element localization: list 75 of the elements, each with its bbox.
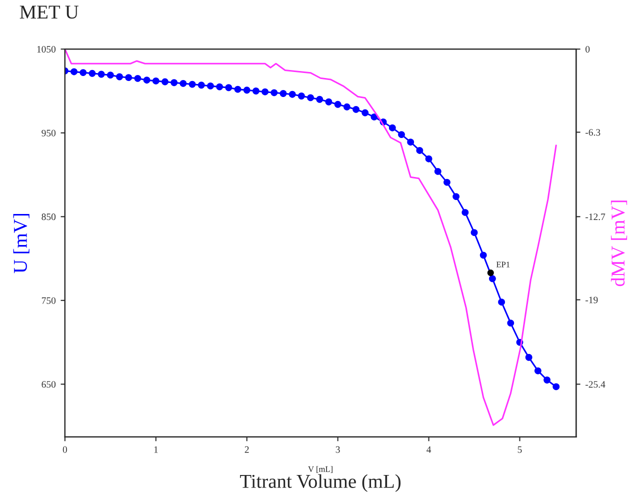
point	[262, 88, 269, 96]
point	[98, 70, 105, 78]
point	[425, 155, 432, 162]
point	[116, 73, 123, 80]
point	[525, 354, 532, 361]
y2-tick-label: 0	[586, 46, 590, 53]
x-axis-title: Titrant Volume (mL)	[240, 474, 401, 492]
point	[325, 98, 332, 106]
point	[507, 320, 514, 327]
point	[162, 78, 168, 86]
point	[80, 69, 87, 76]
point	[225, 84, 232, 92]
point	[534, 367, 542, 374]
point	[370, 113, 378, 120]
point	[207, 82, 214, 90]
point	[143, 76, 150, 84]
point	[270, 89, 278, 96]
point	[188, 80, 196, 88]
point	[398, 131, 405, 138]
point	[388, 124, 396, 132]
point	[125, 74, 132, 82]
point	[544, 376, 550, 384]
point	[470, 229, 478, 236]
point	[362, 109, 369, 116]
point	[252, 88, 260, 94]
y2-tick-label: -6.3	[586, 129, 600, 136]
point	[280, 90, 287, 97]
point	[234, 86, 242, 93]
annotation: EP1	[496, 262, 510, 268]
y-tick-label: 1050	[37, 46, 56, 53]
point	[316, 96, 324, 103]
point	[170, 79, 178, 86]
point	[134, 74, 142, 82]
y-tick-label: 650	[42, 381, 56, 388]
x-tick-label: 4	[426, 446, 432, 453]
chart-title: MET U	[20, 6, 78, 19]
point	[106, 72, 114, 79]
y-tick-label: 750	[42, 297, 56, 304]
point	[88, 70, 96, 77]
point	[488, 275, 496, 282]
point	[288, 90, 296, 98]
y-tick-label: 850	[42, 214, 56, 220]
x-tick-label: 0	[62, 446, 68, 453]
x-tick-label: 1	[154, 446, 158, 453]
y2-tick-label: -25.4	[586, 381, 606, 388]
point	[462, 208, 469, 216]
point	[552, 383, 560, 390]
y-tick-label: 950	[42, 130, 56, 136]
point	[180, 80, 187, 87]
point	[334, 100, 342, 108]
point	[443, 178, 450, 186]
point	[243, 86, 250, 94]
x-tick-label: 3	[336, 446, 340, 453]
point	[307, 94, 314, 102]
x-tick-label: 5	[518, 446, 522, 453]
point	[480, 252, 487, 259]
point	[434, 168, 442, 175]
point	[216, 83, 224, 90]
x-tick-label: 2	[244, 446, 249, 453]
y2-tick-label: -19	[586, 296, 598, 304]
point	[298, 92, 305, 100]
point	[343, 103, 350, 110]
point	[352, 106, 360, 113]
point	[487, 269, 494, 276]
y2-tick-label: -12.7	[586, 214, 606, 220]
point	[498, 298, 506, 306]
y-axis-title: U [mV]	[13, 214, 30, 274]
point	[452, 193, 460, 200]
text: V [mL]	[308, 466, 332, 473]
point	[416, 146, 424, 154]
y2-axis-title: dMV [mV]	[610, 200, 628, 286]
point	[152, 77, 160, 84]
point	[70, 68, 78, 76]
point	[407, 138, 414, 146]
point	[198, 82, 205, 89]
